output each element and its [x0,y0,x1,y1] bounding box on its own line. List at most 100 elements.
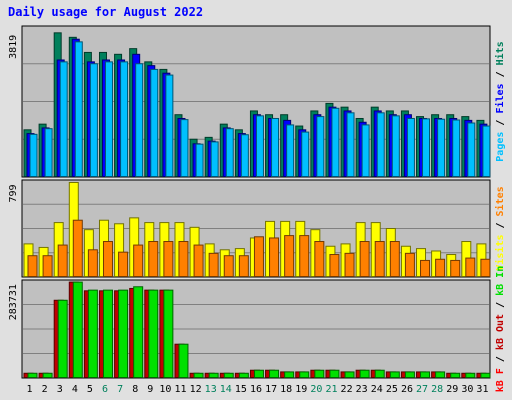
bar-pages-day-18 [286,124,295,177]
bar-sites-day-19 [299,235,310,278]
bar-sites-day-11 [178,241,189,277]
bar-pages-day-28 [437,118,446,177]
bar-sites-day-13 [208,252,219,277]
x-tick-label-day-6: 6 [102,384,108,395]
bar-pages-day-6 [104,61,113,177]
x-tick-label-day-2: 2 [42,384,48,395]
bar-sites-day-1 [27,255,38,278]
bar-sites-day-14 [223,255,234,278]
bar-kb_in-day-12 [193,372,204,378]
x-tick-label-day-10: 10 [159,384,171,395]
bar-kb_in-day-22 [344,371,355,378]
bar-kb_in-day-21 [329,369,340,379]
x-tick-label-day-31: 31 [476,384,488,395]
bar-pages-day-23 [361,124,370,177]
x-tick-label-day-26: 26 [401,384,413,395]
legend-hits-4: Hits [494,41,506,65]
bar-pages-day-8 [135,63,144,177]
x-tick-label-day-11: 11 [174,384,186,395]
bar-pages-day-9 [150,68,159,177]
x-tick-label-day-5: 5 [87,384,93,395]
bar-pages-day-25 [391,115,400,177]
bar-kb_in-day-3 [57,299,68,378]
bar-sites-day-27 [420,259,431,278]
bar-kb_in-day-31 [480,372,491,378]
bar-sites-day-20 [314,241,325,277]
bar-sites-day-12 [193,244,204,277]
bar-kb_in-day-18 [284,371,295,378]
bar-pages-day-30 [467,122,476,177]
legend-pages-0: Pages [495,132,506,162]
bar-kb_in-day-25 [389,371,400,378]
bar-pages-day-5 [89,63,98,177]
x-tick-label-day-3: 3 [57,384,63,395]
legend-slash-3: / [495,296,506,314]
legend-slash-3: / [495,65,506,83]
bar-pages-day-29 [452,119,461,177]
bar-sites-day-9 [148,241,159,277]
bar-pages-day-22 [346,112,355,177]
bar-kb_in-day-8 [133,286,144,378]
bar-kb_in-day-2 [42,372,53,378]
bar-pages-day-13 [210,141,219,177]
bar-kb_in-day-28 [435,371,446,378]
bar-kb_in-day-1 [27,372,38,378]
bar-sites-day-2 [42,255,53,278]
legend-files-2: Files [494,83,506,113]
bar-sites-day-28 [435,258,446,278]
chart-title: Daily usage for August 2022 [8,5,203,19]
bar-sites-day-3 [57,244,68,277]
bar-sites-day-30 [465,257,476,278]
bar-pages-day-21 [331,107,340,177]
bar-pages-day-16 [255,115,264,177]
bar-sites-day-5 [87,249,98,277]
bar-pages-day-19 [301,131,310,177]
x-tick-label-day-21: 21 [325,384,337,395]
x-tick-label-day-8: 8 [132,384,138,395]
legend-kb_in-4: kB In [495,266,506,296]
series-kb_in [27,281,491,379]
bar-kb_in-day-29 [450,372,461,378]
x-tick-label-day-4: 4 [72,384,78,395]
bar-sites-day-7 [118,251,129,278]
x-tick-label-day-28: 28 [431,384,443,395]
bar-kb_in-day-15 [238,372,249,378]
x-tick-label-day-13: 13 [205,384,217,395]
legend-sites-2: Sites [494,186,506,216]
bar-kb_in-day-26 [404,371,415,378]
legend-slash-1: / [495,114,506,132]
x-tick-label-day-25: 25 [386,384,398,395]
bar-sites-day-16 [253,236,264,277]
bar-kb_in-day-6 [102,289,113,379]
bar-sites-day-8 [133,244,144,277]
panel-visits-max-label: 799 [8,184,19,202]
x-tick-label-day-17: 17 [265,384,277,395]
bar-kb_in-day-17 [269,369,280,379]
x-tick-label-day-15: 15 [235,384,247,395]
bar-kb_in-day-16 [253,369,264,379]
series-pages [29,41,491,178]
bar-sites-day-4 [72,219,83,277]
bar-kb_in-day-24 [374,369,385,379]
x-tick-label-day-24: 24 [371,384,383,395]
bar-kb_in-day-7 [118,289,129,379]
bar-kb_in-day-19 [299,371,310,378]
bar-pages-day-15 [240,134,249,177]
bar-kb_in-day-4 [72,281,83,379]
x-tick-label-day-29: 29 [446,384,458,395]
bar-kb_in-day-11 [178,343,189,379]
x-tick-label-day-9: 9 [147,384,153,395]
legend-slash-1: / [495,216,506,234]
x-tick-label-day-27: 27 [416,384,428,395]
bar-sites-day-18 [284,235,295,278]
x-tick-label-day-30: 30 [461,384,473,395]
x-tick-label-day-14: 14 [220,384,232,395]
bar-kb_in-day-13 [208,372,219,378]
bar-pages-day-14 [225,128,234,177]
bar-kb_in-day-20 [314,369,325,379]
bar-sites-day-24 [374,241,385,277]
panel-usage-legend: Pages / Files / Hits [494,41,506,161]
